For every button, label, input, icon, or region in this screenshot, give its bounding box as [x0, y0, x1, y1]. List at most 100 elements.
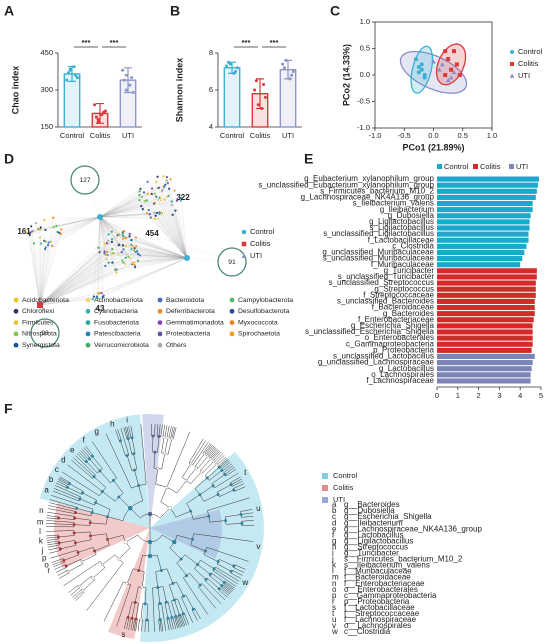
clade-node: [94, 501, 98, 505]
data-point: [103, 109, 107, 113]
taxon-node: [155, 211, 159, 214]
branch: [138, 554, 143, 571]
phylum-marker: [229, 297, 235, 303]
branch: [47, 508, 60, 511]
edge: [99, 216, 233, 263]
taxon-node: [103, 242, 106, 245]
error-bar: [96, 102, 104, 124]
taxon-node: [163, 198, 166, 201]
branch: [46, 517, 59, 520]
edge: [53, 216, 101, 228]
key-name: p__Proteobacteria: [344, 597, 410, 606]
taxon-node: [60, 228, 63, 231]
edge: [39, 235, 118, 306]
edge: [99, 216, 119, 246]
branch: [89, 458, 101, 472]
clade-node: [156, 467, 160, 470]
branch: [174, 616, 178, 629]
edge: [39, 293, 100, 306]
clade-node: [205, 476, 209, 480]
phylum-marker: [157, 297, 163, 303]
edge: [99, 216, 131, 259]
edge: [99, 216, 156, 220]
phylum-marker: [85, 297, 91, 303]
legend-marker: [241, 229, 247, 235]
edge: [115, 257, 188, 270]
edge: [39, 251, 108, 306]
edge: [48, 216, 101, 243]
branch: [187, 611, 194, 623]
edge: [99, 216, 125, 232]
clade-node: [125, 581, 129, 585]
branch: [222, 584, 233, 593]
clade-node: [81, 491, 85, 495]
taxon-node: [122, 248, 125, 251]
data-point: [413, 57, 418, 62]
branch: [202, 461, 214, 474]
taxon-node: [98, 251, 101, 254]
edge: [99, 192, 145, 218]
branch: [64, 492, 80, 500]
clade-node: [222, 580, 226, 584]
branch: [161, 603, 165, 619]
branch: [176, 615, 181, 628]
key-letter: h: [332, 542, 336, 551]
branch: [78, 576, 92, 587]
y-axis-title: Shannon index: [174, 58, 184, 123]
taxon-node: [38, 228, 41, 231]
branch: [134, 586, 139, 603]
branch: [81, 554, 97, 562]
edge: [53, 216, 101, 218]
bar: [437, 298, 535, 304]
branch: [231, 569, 243, 576]
branch: [116, 581, 124, 597]
y-axis-title: PCo2 (14.33%): [341, 44, 351, 106]
clade-node: [73, 516, 77, 520]
clade-node: [229, 483, 233, 487]
branch: [51, 495, 78, 505]
edge: [139, 191, 188, 259]
edge: [175, 210, 188, 259]
branch: [216, 456, 227, 466]
taxon-node: [168, 187, 171, 190]
branch: [162, 586, 167, 603]
clade-letter: v: [256, 542, 260, 551]
branch: [155, 571, 159, 588]
branch: [216, 563, 232, 572]
edge: [39, 233, 61, 306]
clade-node: [157, 434, 161, 438]
branch: [70, 587, 81, 596]
taxon-node: [164, 183, 167, 186]
edge: [39, 249, 46, 306]
clade-node: [133, 601, 137, 604]
clade-node: [191, 537, 194, 541]
key-name: c__Gammaproteobacteria: [344, 591, 437, 600]
edge: [99, 216, 132, 241]
edge: [39, 233, 130, 306]
taxon-node: [28, 233, 31, 237]
clade-letter: w: [241, 578, 248, 587]
edge: [35, 223, 41, 306]
clade-node: [207, 514, 211, 518]
x-tick-label: Control: [220, 131, 245, 140]
taxon-node: [111, 252, 114, 255]
data-point: [124, 73, 128, 77]
branch: [197, 456, 208, 469]
data-point: [68, 68, 72, 72]
edge: [32, 216, 101, 232]
edge: [99, 202, 155, 218]
branch: [127, 601, 133, 618]
branch: [224, 581, 235, 589]
edge: [111, 241, 188, 259]
taxon-node: [156, 198, 160, 201]
edge: [60, 216, 101, 235]
edge: [47, 216, 101, 246]
key-name: f__Bacteroidaceae: [344, 573, 411, 582]
branch: [194, 568, 207, 580]
branch: [212, 451, 222, 462]
clade-node: [203, 549, 207, 553]
edge: [39, 263, 133, 306]
taxon-node: [44, 240, 47, 243]
edge: [112, 249, 188, 259]
data-point: [100, 113, 104, 117]
